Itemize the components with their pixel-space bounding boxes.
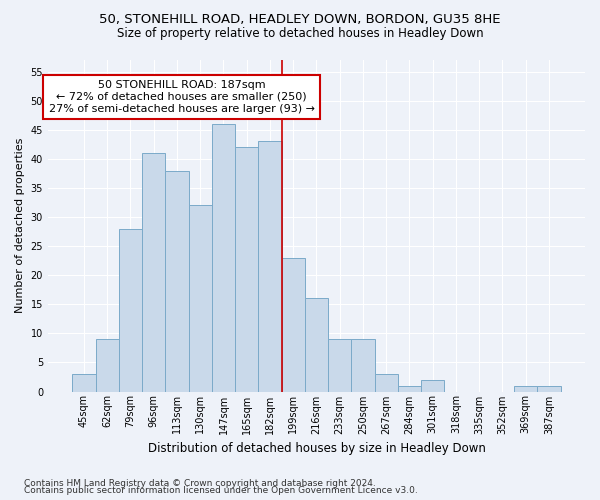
Bar xyxy=(421,380,445,392)
Bar xyxy=(352,339,374,392)
X-axis label: Distribution of detached houses by size in Headley Down: Distribution of detached houses by size … xyxy=(148,442,485,455)
Bar xyxy=(119,228,142,392)
Text: Size of property relative to detached houses in Headley Down: Size of property relative to detached ho… xyxy=(116,28,484,40)
Bar xyxy=(398,386,421,392)
Bar xyxy=(166,170,188,392)
Bar xyxy=(328,339,352,392)
Bar xyxy=(142,153,166,392)
Bar xyxy=(281,258,305,392)
Bar xyxy=(188,206,212,392)
Text: 50 STONEHILL ROAD: 187sqm
← 72% of detached houses are smaller (250)
27% of semi: 50 STONEHILL ROAD: 187sqm ← 72% of detac… xyxy=(49,80,314,114)
Text: 50, STONEHILL ROAD, HEADLEY DOWN, BORDON, GU35 8HE: 50, STONEHILL ROAD, HEADLEY DOWN, BORDON… xyxy=(99,12,501,26)
Bar xyxy=(259,142,281,392)
Bar xyxy=(538,386,560,392)
Text: Contains public sector information licensed under the Open Government Licence v3: Contains public sector information licen… xyxy=(24,486,418,495)
Bar xyxy=(95,339,119,392)
Bar xyxy=(374,374,398,392)
Bar xyxy=(235,147,259,392)
Y-axis label: Number of detached properties: Number of detached properties xyxy=(15,138,25,314)
Text: Contains HM Land Registry data © Crown copyright and database right 2024.: Contains HM Land Registry data © Crown c… xyxy=(24,478,376,488)
Bar xyxy=(514,386,538,392)
Bar xyxy=(212,124,235,392)
Bar xyxy=(305,298,328,392)
Bar xyxy=(73,374,95,392)
